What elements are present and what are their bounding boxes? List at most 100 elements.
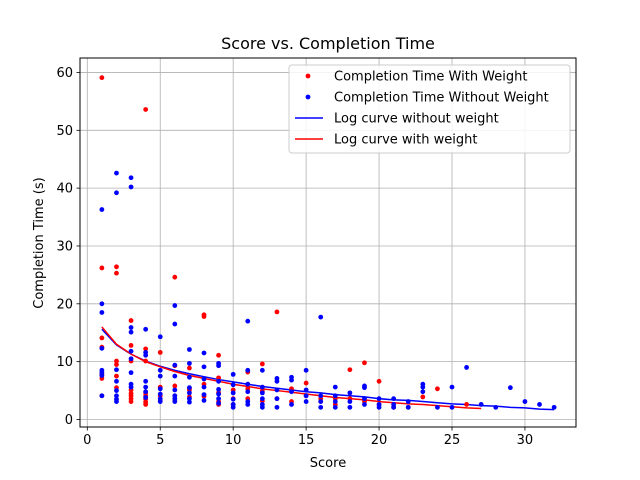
scatter-point-series-1 [172, 321, 178, 327]
scatter-point-series-1 [172, 362, 178, 368]
x-tick-label: 5 [156, 433, 164, 448]
scatter-point-series-1 [391, 404, 397, 410]
scatter-point-series-1 [201, 384, 207, 390]
legend-label: Completion Time With Weight [334, 70, 527, 85]
y-tick-label: 30 [56, 239, 73, 254]
scatter-point-series-0 [216, 375, 221, 381]
scatter-point-series-1 [114, 367, 119, 373]
scatter-point-series-1 [143, 352, 149, 358]
legend: Completion Time With Weight Completion Ti… [288, 64, 571, 154]
scatter-point-series-1 [128, 384, 134, 390]
scatter-point-series-1 [376, 396, 382, 402]
scatter-point-series-1 [405, 404, 411, 410]
scatter-point-series-1 [216, 400, 221, 406]
scatter-point-series-1 [143, 326, 149, 332]
scatter-point-series-1 [99, 207, 105, 212]
scatter-point-series-1 [318, 399, 324, 404]
scatter-point-series-0 [157, 349, 163, 355]
scatter-point-series-1 [332, 384, 338, 390]
scatter-point-series-0 [143, 346, 149, 352]
scatter-point-series-1 [230, 404, 236, 410]
scatter-point-series-1 [172, 373, 178, 379]
scatter-point-series-1 [420, 389, 426, 395]
legend-label: Log curve with weight [334, 133, 477, 148]
scatter-point-series-1 [114, 378, 119, 384]
scatter-point-series-1 [303, 399, 309, 404]
y-tick-label: 60 [56, 66, 73, 81]
scatter-point-series-0 [99, 265, 105, 271]
y-tick-label: 10 [56, 355, 73, 370]
y-tick-label: 0 [65, 413, 73, 428]
scatter-point-series-1 [362, 385, 367, 391]
scatter-point-series-1 [187, 390, 192, 396]
scatter-point-series-1 [157, 386, 163, 392]
scatter-point-series-1 [245, 318, 251, 324]
scatter-point-series-1 [318, 404, 324, 410]
y-axis-title: Completion Time (s) [32, 177, 47, 308]
x-axis-title: Score [310, 456, 346, 471]
scatter-point-series-1 [172, 387, 178, 393]
scatter-point-series-1 [201, 364, 207, 370]
scatter-point-series-0 [172, 274, 178, 280]
scatter-point-series-0 [435, 386, 440, 392]
scatter-point-series-1 [143, 384, 149, 390]
scatter-point-series-1 [274, 396, 280, 402]
scatter-point-series-1 [99, 301, 105, 307]
y-tick-label: 20 [56, 297, 73, 312]
legend-marker [305, 94, 311, 100]
scatter-point-series-0 [128, 399, 134, 404]
scatter-point-series-1 [143, 378, 149, 384]
scatter-point-series-1 [303, 387, 309, 393]
scatter-point-series-1 [128, 348, 134, 354]
scatter-point-series-0 [172, 383, 178, 389]
curve-layer [101, 326, 555, 411]
plot-frame [79, 57, 577, 428]
scatter-point-series-1 [493, 404, 499, 410]
scatter-point-series-1 [187, 396, 192, 402]
scatter-point-series-0 [216, 352, 221, 358]
scatter-point-series-1 [464, 365, 469, 370]
scatter-point-series-1 [172, 399, 178, 404]
scatter-point-series-1 [128, 325, 134, 330]
series-line-2 [101, 328, 555, 411]
scatter-point-series-1 [201, 376, 207, 382]
scatter-point-series-1 [187, 385, 192, 391]
scatter-point-series-0 [128, 343, 134, 348]
chart-title: Score vs. Completion Time [221, 34, 435, 53]
scatter-point-series-1 [274, 387, 280, 393]
scatter-point-series-1 [303, 393, 309, 399]
scatter-point-series-1 [332, 399, 338, 404]
y-tick-label: 40 [56, 182, 73, 197]
scatter-point-series-1 [143, 395, 149, 400]
scatter-point-series-1 [347, 399, 353, 404]
scatter-point-series-1 [245, 389, 251, 395]
scatter-point-series-0 [259, 361, 265, 367]
scatter-point-series-1 [230, 396, 236, 402]
scatter-point-series-1 [259, 367, 265, 373]
scatter-point-series-1 [143, 389, 149, 395]
x-tick-label: 25 [444, 433, 461, 448]
scatter-point-series-1 [259, 396, 265, 402]
scatter-point-series-1 [405, 399, 411, 404]
scatter-point-series-0 [99, 335, 105, 341]
x-tick-label: 20 [371, 433, 388, 448]
scatter-point-series-1 [187, 374, 192, 380]
scatter-point-series-0 [114, 373, 119, 379]
scatter-point-series-0 [274, 309, 280, 315]
scatter-point-series-0 [99, 75, 105, 81]
scatter-point-series-1 [157, 367, 163, 373]
scatter-point-series-0 [347, 367, 353, 373]
scatter-point-series-1 [201, 350, 207, 356]
scatter-point-series-1 [187, 360, 192, 366]
scatter-point-series-1 [289, 377, 294, 383]
scatter-point-series-1 [289, 402, 294, 407]
scatter-point-series-0 [376, 378, 382, 384]
scatter-point-series-1 [259, 390, 265, 396]
scatter-point-series-1 [99, 345, 105, 351]
scatter-point-series-1 [420, 384, 426, 390]
scatter-point-series-1 [507, 385, 513, 391]
scatter-point-series-0 [114, 362, 119, 367]
scatter-point-series-1 [201, 392, 207, 398]
scatter-point-series-1 [99, 373, 105, 378]
scatter-point-series-0 [201, 314, 207, 319]
